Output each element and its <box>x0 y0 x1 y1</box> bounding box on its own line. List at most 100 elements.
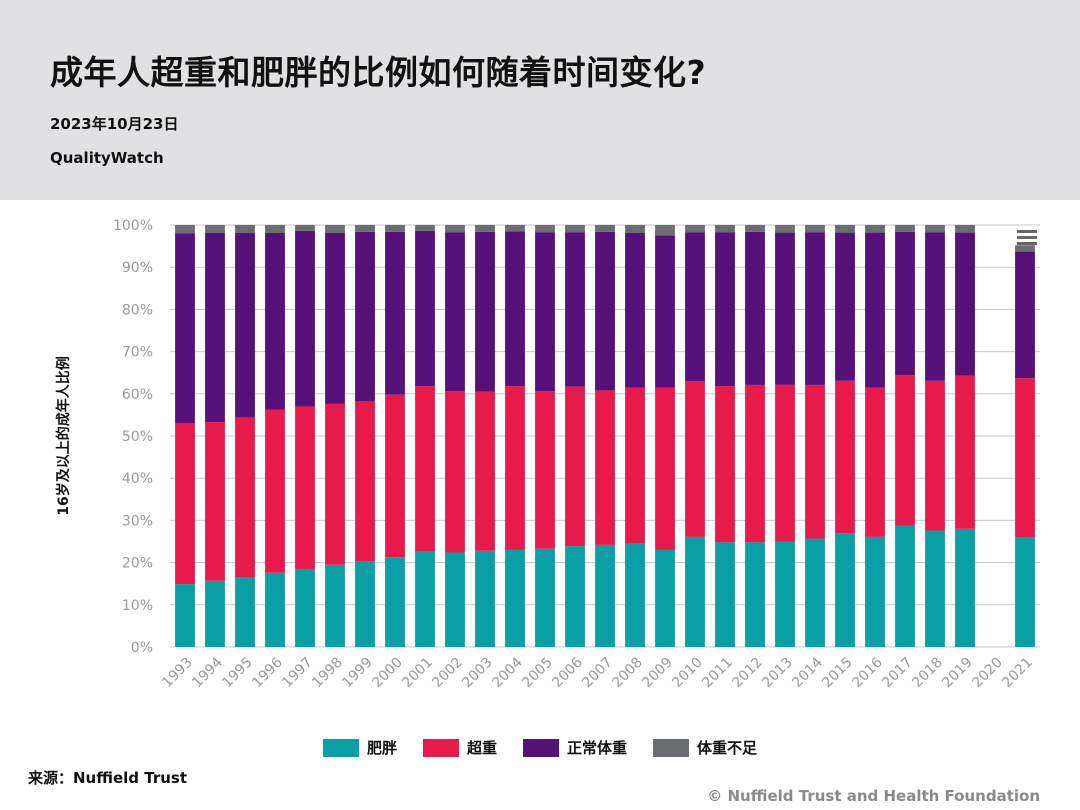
bar-segment <box>655 225 675 236</box>
bar-segment <box>325 233 345 404</box>
y-tick-label: 30% <box>122 513 153 529</box>
x-tick-label: 2000 <box>369 655 406 692</box>
bar-segment <box>835 232 855 381</box>
bar-segment <box>265 572 285 647</box>
bar-segment <box>865 387 885 537</box>
bar-segment <box>895 375 915 526</box>
legend-swatch <box>422 738 459 757</box>
x-tick-label: 1999 <box>339 655 376 692</box>
bar-segment <box>1015 251 1035 379</box>
bar-segment <box>505 231 525 387</box>
bar-segment <box>565 232 585 387</box>
bar-segment <box>505 549 525 647</box>
bar-segment <box>745 231 765 385</box>
bar-segment <box>385 557 405 647</box>
bar-segment <box>205 233 225 423</box>
bar-segment <box>265 233 285 410</box>
bar-segment <box>415 551 435 647</box>
x-tick-label: 2001 <box>399 655 436 692</box>
chart-legend: 肥胖 超重 正常体重 体重不足 <box>0 737 1080 758</box>
source-note: 来源：Nuffield Trust <box>28 769 187 787</box>
bar-segment <box>325 225 345 234</box>
bar-segment <box>235 225 255 234</box>
legend-item[interactable]: 超重 <box>422 737 497 758</box>
bar-segment <box>1015 378 1035 538</box>
bar-segment <box>775 541 795 647</box>
y-tick-label: 80% <box>122 302 153 318</box>
x-tick-label: 2018 <box>909 655 946 692</box>
y-axis-label: 16岁及以上的成年人比例 <box>55 356 72 515</box>
x-tick-label: 2005 <box>519 655 556 692</box>
bar-segment <box>265 225 285 234</box>
bar-segment <box>895 225 915 232</box>
legend-swatch <box>322 738 359 757</box>
bar-segment <box>865 536 885 647</box>
bar-segment <box>745 225 765 232</box>
bar-segment <box>235 233 255 418</box>
header-band: 成年人超重和肥胖的比例如何随着时间变化? 2023年10月23日 Quality… <box>0 0 1080 200</box>
bar-segment <box>655 235 675 388</box>
bar-segment <box>955 225 975 233</box>
bar-segment <box>835 380 855 534</box>
bar-segment <box>535 548 555 647</box>
bar-segment <box>715 225 735 233</box>
bar-segment <box>805 232 825 385</box>
publish-date: 2023年10月23日 <box>50 115 179 133</box>
bar-segment <box>415 230 435 387</box>
bar-segment <box>535 232 555 392</box>
legend-item[interactable]: 肥胖 <box>322 737 397 758</box>
bar-segment <box>625 225 645 234</box>
y-tick-label: 50% <box>122 429 153 445</box>
x-tick-label: 2012 <box>729 655 766 692</box>
bar-segment <box>805 225 825 233</box>
x-tick-label: 1996 <box>249 654 286 691</box>
legend-label: 体重不足 <box>697 739 758 757</box>
legend-item[interactable]: 体重不足 <box>653 737 757 758</box>
bar-segment <box>715 232 735 387</box>
legend-label: 正常体重 <box>567 739 628 757</box>
bar-segment <box>385 231 405 395</box>
legend-item[interactable]: 正常体重 <box>523 737 627 758</box>
y-tick-label: 0% <box>131 640 153 656</box>
bar-segment <box>565 386 585 547</box>
bar-segment <box>955 375 975 529</box>
x-tick-label: 2008 <box>609 655 646 692</box>
bar-segment <box>295 230 315 407</box>
x-tick-label: 2015 <box>819 655 856 692</box>
bar-segment <box>205 422 225 581</box>
bar-segment <box>445 225 465 233</box>
bar-segment <box>385 394 405 558</box>
bar-segment <box>295 568 315 647</box>
x-tick-label: 2017 <box>879 655 916 692</box>
bar-segment <box>775 225 795 233</box>
bar-segment <box>955 232 975 376</box>
page-title: 成年人超重和肥胖的比例如何随着时间变化? <box>50 53 707 92</box>
bar-segment <box>685 225 705 233</box>
brand-label: QualityWatch <box>50 149 164 167</box>
bar-segment <box>175 225 195 234</box>
x-tick-label: 1995 <box>219 655 256 692</box>
bar-segment <box>295 406 315 569</box>
bar-segment <box>325 564 345 647</box>
bar-segment <box>445 232 465 392</box>
bar-segment <box>685 536 705 647</box>
x-tick-label: 2004 <box>489 654 526 691</box>
legend-swatch <box>653 738 690 757</box>
y-tick-label: 90% <box>122 260 153 276</box>
x-tick-label: 2009 <box>639 655 676 692</box>
bar-segment <box>565 225 585 233</box>
bar-segment <box>325 403 345 565</box>
bar-segment <box>415 225 435 231</box>
bar-segment <box>505 225 525 232</box>
bar-segment <box>475 391 495 551</box>
x-tick-label: 2007 <box>579 655 616 692</box>
bar-segment <box>355 401 375 562</box>
bar-segment <box>175 423 195 585</box>
bar-segment <box>775 384 795 542</box>
bar-segment <box>835 225 855 233</box>
bar-segment <box>535 225 555 233</box>
legend-label: 超重 <box>466 739 497 757</box>
bar-segment <box>715 386 735 543</box>
legend-swatch <box>523 738 559 757</box>
menu-icon[interactable] <box>1017 230 1037 245</box>
